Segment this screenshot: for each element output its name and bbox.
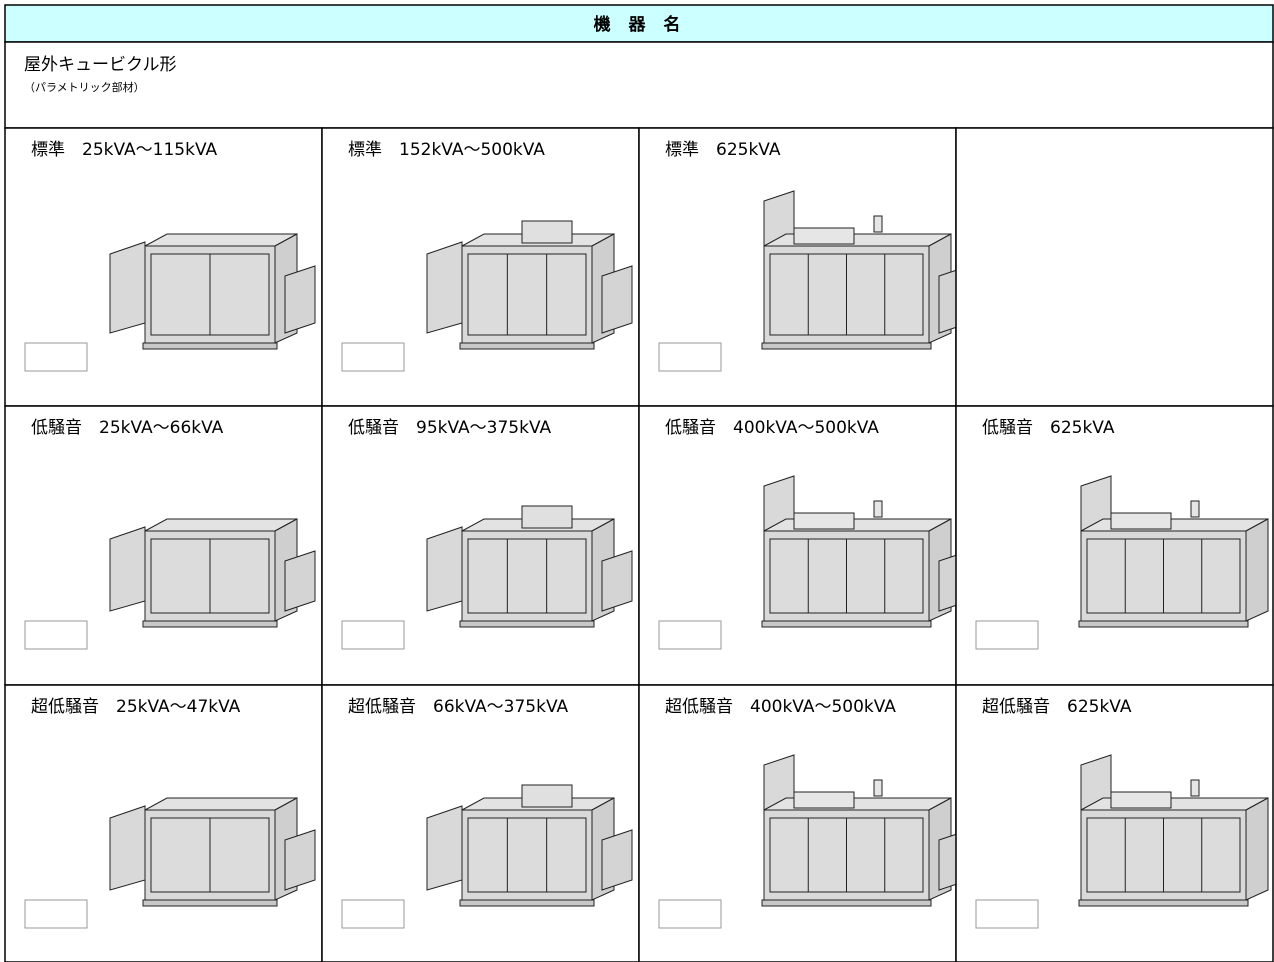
blank-box: [975, 899, 1039, 929]
shape: [1190, 779, 1200, 797]
shape: [1078, 899, 1249, 907]
section-subtitle: （パラメトリック部材）: [24, 80, 145, 94]
cell-label: 標準 625kVA: [665, 140, 781, 160]
shape: [521, 505, 573, 529]
shape: [763, 797, 952, 811]
shape: [426, 805, 463, 891]
table-cell: [955, 127, 1274, 407]
shape: [793, 227, 855, 245]
section-cell: [4, 41, 1274, 129]
blank-box: [24, 899, 88, 929]
cell-label: 超低騒音 66kVA～375kVA: [348, 697, 568, 717]
cell-label: 低騒音 25kVA～66kVA: [31, 418, 224, 438]
shape: [761, 342, 932, 350]
section-title: 屋外キュービクル形: [24, 55, 177, 75]
shape: [761, 899, 932, 907]
shape: [426, 526, 463, 612]
blank-box: [658, 342, 722, 372]
enclosure-drawing: [109, 797, 316, 907]
blank-box: [341, 620, 405, 650]
blank-box: [975, 620, 1039, 650]
cell-label: 超低騒音 625kVA: [982, 697, 1132, 717]
shape: [601, 550, 633, 612]
shape: [873, 215, 883, 233]
shape: [1078, 620, 1249, 628]
shape: [144, 233, 298, 247]
shape: [459, 342, 595, 350]
shape: [1245, 797, 1269, 901]
cell-label: 超低騒音 400kVA～500kVA: [665, 697, 896, 717]
enclosure-drawing: [761, 190, 970, 350]
enclosure-drawing: [761, 475, 970, 628]
enclosure-drawing: [426, 220, 633, 350]
shape: [284, 829, 316, 891]
blank-box: [341, 899, 405, 929]
shape: [459, 620, 595, 628]
enclosure-drawing: [426, 784, 633, 907]
shape: [142, 620, 278, 628]
cell-label: 低騒音 95kVA～375kVA: [348, 418, 551, 438]
enclosure-drawing: [761, 754, 970, 907]
shape: [521, 784, 573, 808]
enclosure-drawing: [109, 233, 316, 350]
shape: [109, 241, 146, 334]
shape: [873, 500, 883, 518]
shape: [521, 220, 573, 244]
blank-box: [658, 899, 722, 929]
enclosure-drawing: [109, 518, 316, 628]
cell-label: 標準 25kVA～115kVA: [31, 140, 217, 160]
header-title: 機 器 名: [594, 14, 687, 35]
shape: [467, 538, 587, 614]
shape: [142, 342, 278, 350]
enclosure-drawing: [1078, 475, 1269, 628]
cell-label: 低騒音 625kVA: [982, 418, 1115, 438]
shape: [459, 899, 595, 907]
shape: [1190, 500, 1200, 518]
shape: [467, 817, 587, 893]
shape: [142, 899, 278, 907]
shape: [1080, 797, 1269, 811]
shape: [467, 253, 587, 336]
shape: [793, 791, 855, 809]
blank-box: [24, 620, 88, 650]
shape: [601, 829, 633, 891]
shape: [793, 512, 855, 530]
shape: [1110, 512, 1172, 530]
blank-box: [341, 342, 405, 372]
blank-box: [24, 342, 88, 372]
cell-label: 標準 152kVA～500kVA: [348, 140, 545, 160]
shape: [144, 797, 298, 811]
shape: [1110, 791, 1172, 809]
shape: [284, 550, 316, 612]
enclosure-drawing: [1078, 754, 1269, 907]
shape: [761, 620, 932, 628]
blank-box: [658, 620, 722, 650]
shape: [109, 526, 146, 612]
shape: [763, 518, 952, 532]
shape: [426, 241, 463, 334]
shape: [144, 518, 298, 532]
header-cell: [4, 4, 1274, 43]
enclosure-drawing: [426, 505, 633, 628]
shape: [601, 265, 633, 334]
cell-label: 低騒音 400kVA～500kVA: [665, 418, 879, 438]
cell-label: 超低騒音 25kVA～47kVA: [31, 697, 241, 717]
shape: [1080, 518, 1269, 532]
shape: [1245, 518, 1269, 622]
shape: [763, 233, 952, 247]
shape: [109, 805, 146, 891]
shape: [284, 265, 316, 334]
shape: [873, 779, 883, 797]
